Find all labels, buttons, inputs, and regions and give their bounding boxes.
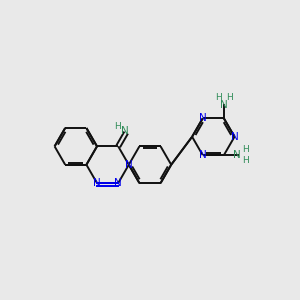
Text: H: H	[226, 93, 232, 102]
Text: H: H	[242, 145, 249, 154]
Text: N: N	[125, 160, 133, 170]
Text: N: N	[114, 178, 122, 188]
Text: N: N	[199, 150, 207, 160]
Text: H: H	[242, 157, 249, 166]
Text: N: N	[233, 150, 241, 160]
Text: N: N	[231, 132, 239, 142]
Text: N: N	[199, 113, 207, 123]
Text: H: H	[115, 122, 121, 130]
Text: N: N	[93, 178, 101, 188]
Text: N: N	[121, 126, 129, 136]
Text: H: H	[215, 93, 222, 102]
Text: N: N	[220, 100, 228, 110]
